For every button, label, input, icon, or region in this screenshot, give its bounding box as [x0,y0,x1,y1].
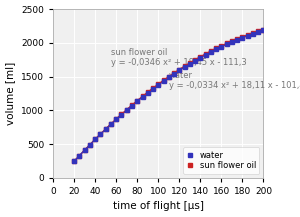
water [262,29,265,32]
water [125,109,128,112]
Line: sun flower oil: sun flower oil [72,28,265,163]
sun flower oil [109,123,113,125]
water [214,48,218,51]
sun flower oil [193,58,197,61]
water [178,69,181,72]
sun flower oil [83,149,86,151]
water [188,62,192,65]
water [109,123,113,126]
water [99,133,102,136]
water [141,96,144,98]
Text: sun flower oil
y = -0,0346 x² + 18,45 x - 111,3: sun flower oil y = -0,0346 x² + 18,45 x … [111,48,247,67]
water [114,118,118,121]
water [241,36,244,39]
sun flower oil [146,91,150,94]
sun flower oil [114,118,118,120]
sun flower oil [172,72,176,74]
sun flower oil [72,160,76,163]
water [209,51,213,53]
water [225,43,228,46]
water [230,41,234,43]
water [183,66,186,68]
water [78,154,81,157]
water [136,100,139,103]
water [236,38,239,41]
sun flower oil [125,108,128,111]
sun flower oil [93,138,97,141]
water [157,84,160,86]
sun flower oil [99,133,102,135]
sun flower oil [209,50,213,52]
sun flower oil [141,95,144,98]
sun flower oil [241,36,244,38]
sun flower oil [104,128,107,130]
X-axis label: time of flight [µs]: time of flight [µs] [113,201,204,211]
sun flower oil [120,113,123,116]
Text: water
y = -0,0334 x² + 18,11 x - 101,4: water y = -0,0334 x² + 18,11 x - 101,4 [169,71,300,90]
sun flower oil [78,154,81,157]
sun flower oil [256,30,260,33]
water [120,113,123,116]
water [251,33,255,35]
sun flower oil [136,99,139,102]
water [72,160,76,163]
water [199,56,202,59]
sun flower oil [204,53,207,55]
sun flower oil [167,75,171,78]
sun flower oil [157,83,160,85]
sun flower oil [151,87,155,89]
water [83,149,86,151]
sun flower oil [183,65,186,67]
water [88,143,92,146]
sun flower oil [88,143,92,146]
sun flower oil [230,40,234,42]
water [220,46,223,48]
water [130,104,134,107]
sun flower oil [162,79,165,82]
sun flower oil [225,42,228,45]
sun flower oil [236,38,239,40]
sun flower oil [188,62,192,64]
water [167,76,171,79]
water [204,54,207,56]
water [162,80,165,82]
sun flower oil [220,44,223,47]
Legend: water, sun flower oil: water, sun flower oil [183,147,259,174]
water [172,73,176,75]
water [193,59,197,62]
sun flower oil [214,47,218,50]
sun flower oil [178,68,181,71]
sun flower oil [251,32,255,34]
sun flower oil [199,56,202,58]
sun flower oil [246,34,250,36]
water [93,138,97,141]
sun flower oil [130,104,134,106]
water [256,31,260,33]
Y-axis label: volume [ml]: volume [ml] [6,62,16,125]
sun flower oil [262,28,265,31]
water [104,128,107,130]
water [146,92,150,94]
Line: water: water [72,29,265,163]
water [246,34,250,37]
water [151,88,155,90]
